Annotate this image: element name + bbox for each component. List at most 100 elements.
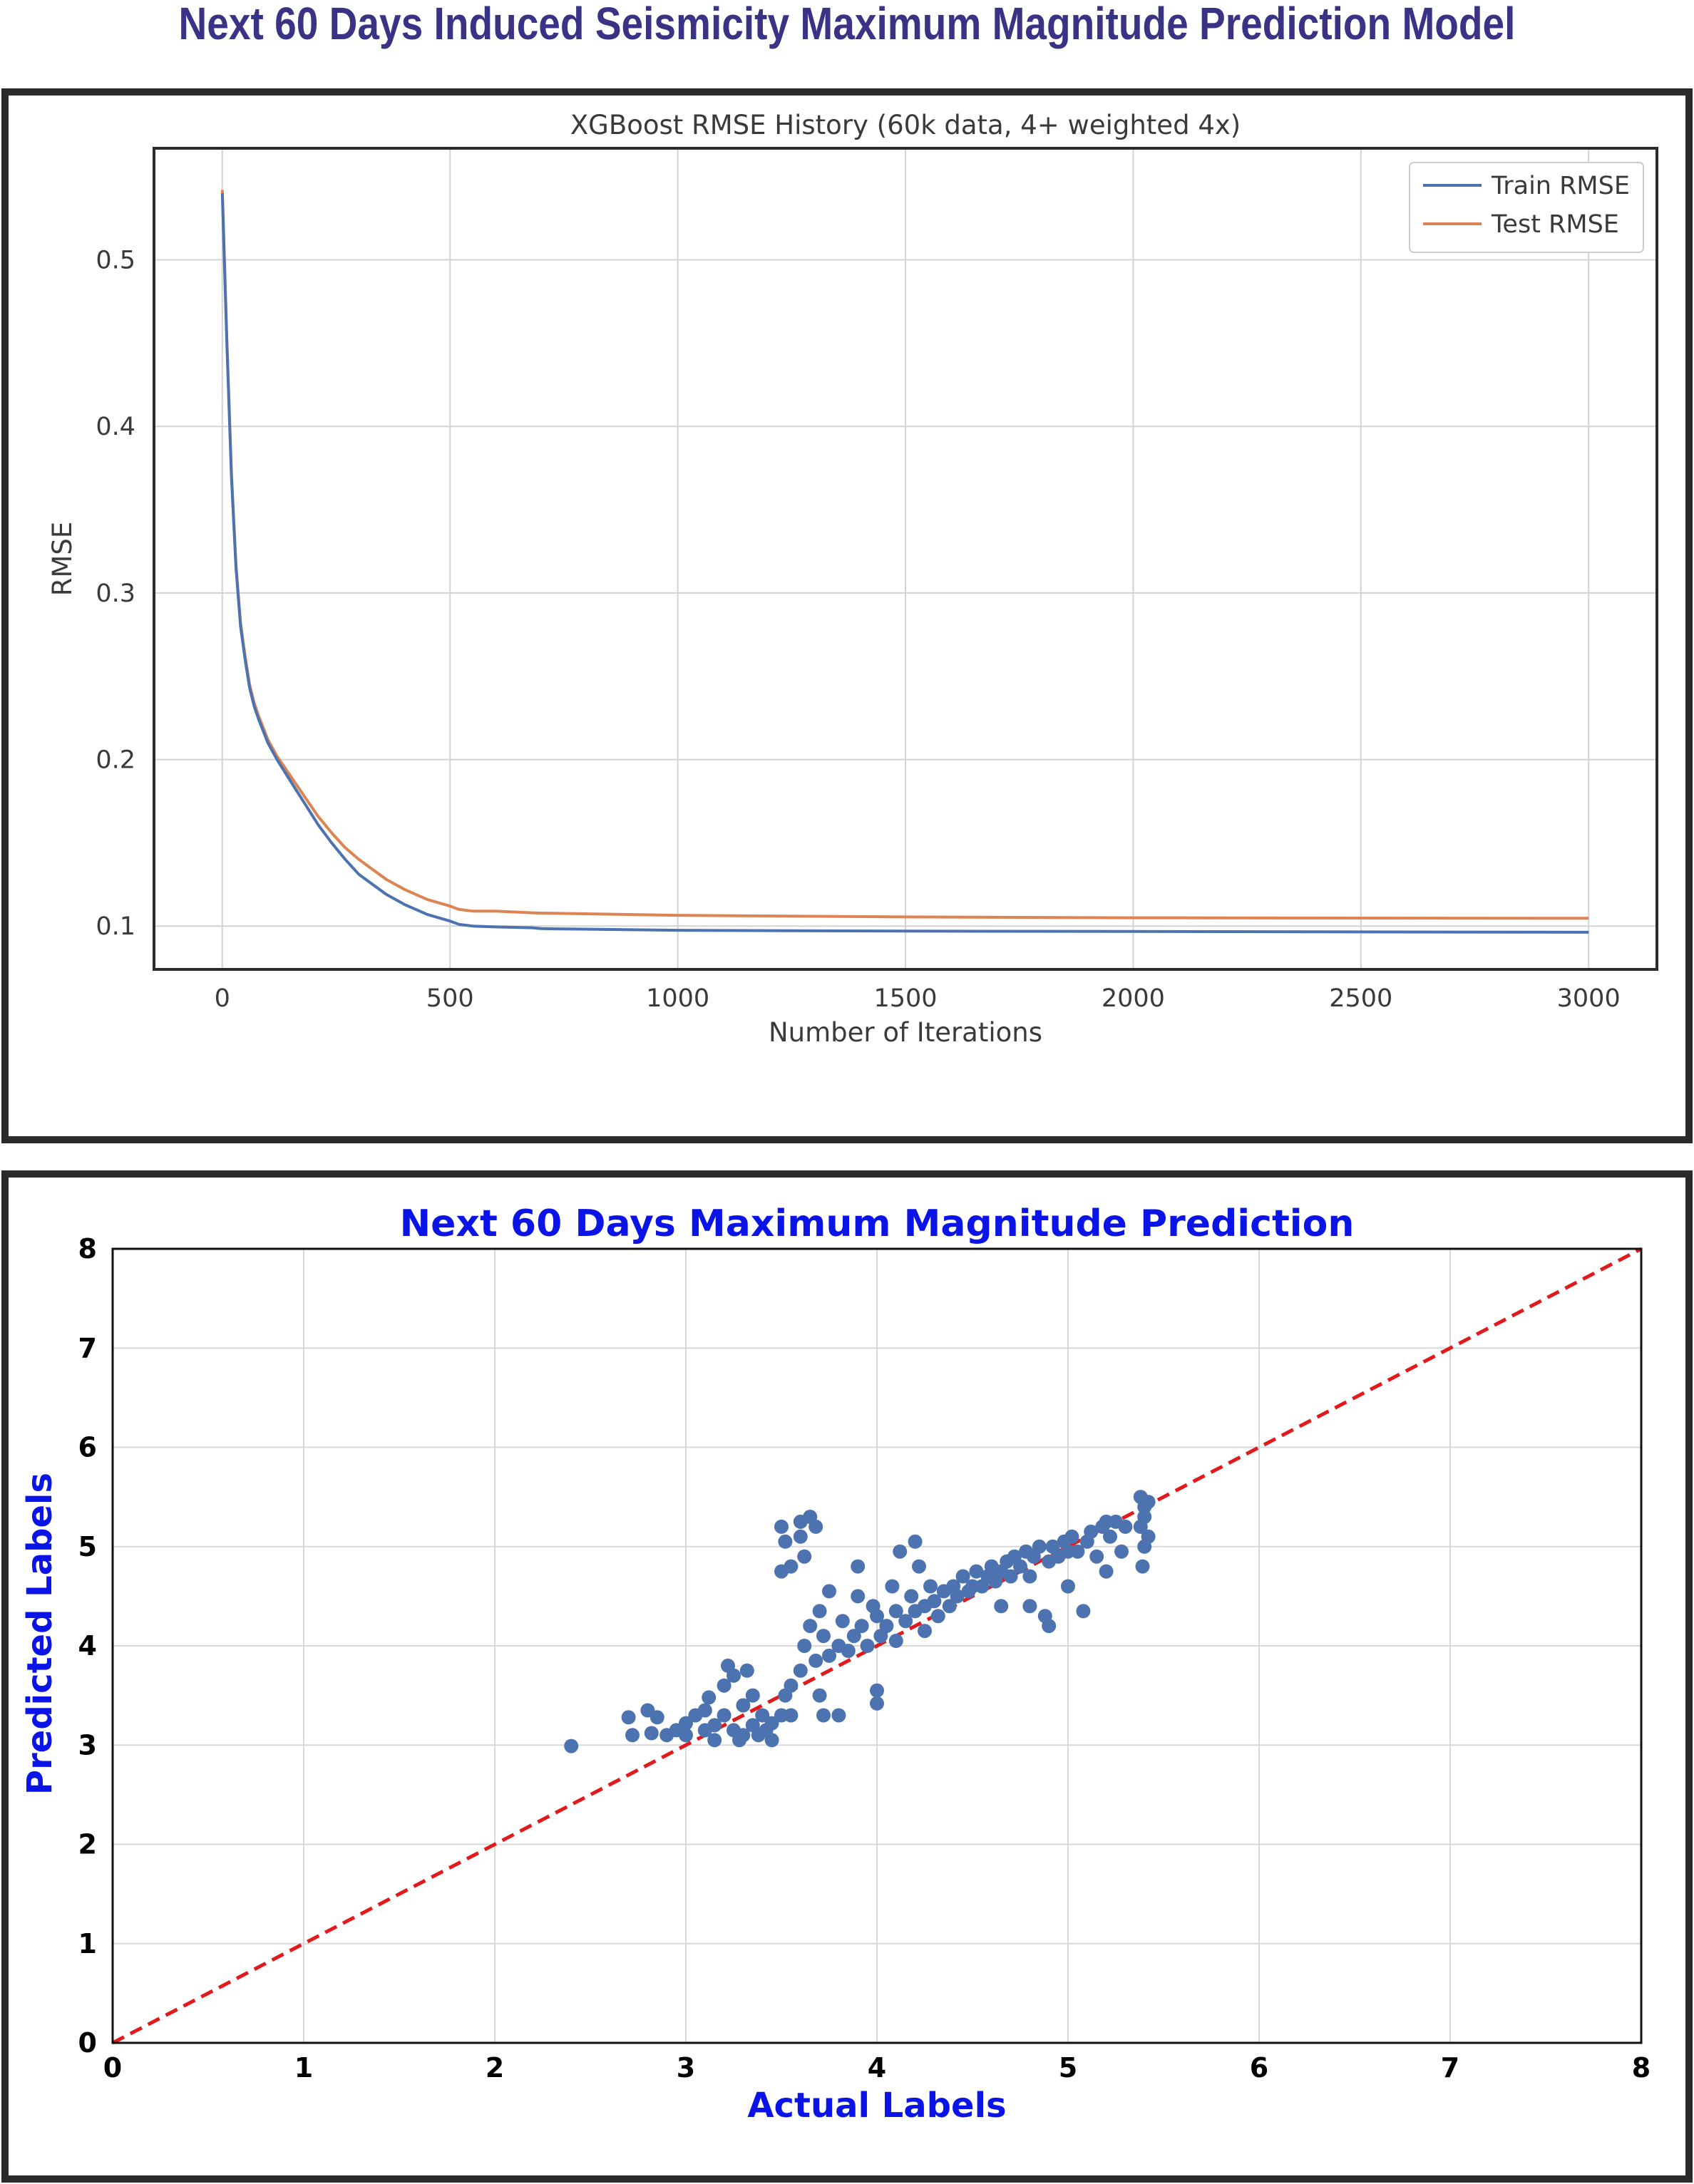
- scatter-point: [784, 1559, 799, 1574]
- rmse-y-tick-label: 0.2: [96, 746, 135, 775]
- scatter-chart-title: Next 60 Days Maximum Magnitude Predictio…: [400, 1202, 1355, 1245]
- scatter-y-tick-label: 2: [78, 1829, 97, 1860]
- rmse-x-tick-label: 1500: [873, 984, 937, 1013]
- scatter-point: [621, 1710, 636, 1725]
- scatter-point: [1022, 1569, 1037, 1584]
- scatter-point: [846, 1629, 861, 1644]
- scatter-plot-frame: [111, 1247, 1643, 2044]
- scatter-y-tick-label: 0: [78, 2027, 97, 2059]
- scatter-point: [851, 1559, 866, 1574]
- scatter-point: [831, 1708, 846, 1723]
- scatter-point: [1013, 1559, 1027, 1574]
- scatter-point: [870, 1683, 884, 1698]
- rmse-y-tick-label: 0.5: [96, 247, 135, 275]
- scatter-y-axis-label: Predicted Labels: [20, 1473, 60, 1795]
- scatter-x-tick-label: 3: [677, 2052, 695, 2083]
- scatter-point: [784, 1678, 799, 1693]
- scatter-point: [1137, 1510, 1152, 1524]
- scatter-point: [1118, 1519, 1133, 1534]
- scatter-y-tick-label: 6: [78, 1432, 97, 1463]
- scatter-point: [793, 1663, 808, 1678]
- scatter-point: [808, 1519, 823, 1534]
- scatter-point: [879, 1619, 894, 1634]
- scatter-x-tick-label: 0: [103, 2052, 122, 2083]
- scatter-point: [893, 1544, 908, 1559]
- scatter-point: [778, 1534, 793, 1549]
- rmse-history-chart: 0 500 1000 1500 2000 2500 30000.10.20.30.40.5 …: [47, 110, 1658, 1048]
- scatter-point: [707, 1733, 722, 1748]
- scatter-point: [707, 1718, 722, 1733]
- scatter-point: [870, 1609, 884, 1624]
- scatter-point: [908, 1534, 923, 1549]
- scatter-points: [564, 1490, 1156, 1753]
- identity-reference-line: [111, 1247, 1643, 2045]
- scatter-y-tick-label: 8: [78, 1233, 97, 1264]
- scatter-point: [764, 1733, 779, 1748]
- scatter-point: [564, 1739, 579, 1753]
- scatter-point: [774, 1519, 789, 1534]
- scatter-point: [912, 1559, 926, 1574]
- rmse-y-tick-label: 0.4: [96, 413, 135, 441]
- scatter-point: [888, 1634, 903, 1648]
- scatter-point: [923, 1579, 938, 1594]
- scatter-point: [1114, 1544, 1129, 1559]
- scatter-y-tick-label: 1: [78, 1928, 97, 1959]
- scatter-point: [812, 1604, 827, 1619]
- rmse-x-tick-label: 1000: [646, 984, 709, 1013]
- rmse-x-tick-label: 0: [215, 984, 230, 1013]
- scatter-point: [854, 1619, 869, 1634]
- scatter-x-tick-label: 1: [294, 2052, 313, 2083]
- legend-test-label: Test RMSE: [1491, 210, 1619, 239]
- scatter-point: [1103, 1529, 1117, 1544]
- scatter-point: [888, 1604, 903, 1619]
- scatter-y-tick-label: 7: [78, 1332, 97, 1364]
- scatter-point: [679, 1728, 693, 1743]
- rmse-y-axis-label: RMSE: [47, 522, 78, 597]
- scatter-point: [930, 1609, 945, 1624]
- scatter-point: [942, 1599, 957, 1614]
- scatter-x-tick-label: 6: [1250, 2052, 1268, 2083]
- scatter-x-tick-label: 7: [1441, 2052, 1459, 2083]
- scatter-point: [745, 1688, 760, 1703]
- page-title: Next 60 Days Induced Seismicity Maximum …: [178, 0, 1516, 49]
- scatter-point: [950, 1589, 965, 1604]
- rmse-history-panel: 0 500 1000 1500 2000 2500 3000 0.1 0.2 0.3 0.4 0.5 …: [1, 88, 1693, 1143]
- scatter-y-tick-label: 3: [78, 1729, 97, 1761]
- scatter-point: [851, 1589, 866, 1604]
- scatter-point: [994, 1599, 1009, 1614]
- scatter-x-tick-label: 2: [486, 2052, 504, 2083]
- scatter-point: [969, 1564, 984, 1579]
- rmse-plot-frame: [153, 147, 1658, 971]
- rmse-x-axis-label: Number of Iterations: [769, 1017, 1042, 1048]
- scatter-point: [904, 1589, 919, 1604]
- scatter-y-tick-label: 5: [78, 1531, 97, 1562]
- scatter-point: [1099, 1564, 1114, 1579]
- scatter-point: [1141, 1495, 1156, 1510]
- scatter-point: [1141, 1529, 1156, 1544]
- scatter-point: [816, 1708, 831, 1723]
- scatter-y-tick-label: 4: [78, 1630, 97, 1662]
- scatter-point: [1089, 1549, 1104, 1564]
- scatter-point: [1003, 1569, 1018, 1584]
- scatter-point: [739, 1663, 754, 1678]
- scatter-x-tick-label: 4: [868, 2052, 886, 2083]
- rmse-x-tick-label: 2500: [1329, 984, 1392, 1013]
- rmse-grid: [154, 148, 1657, 969]
- scatter-point: [822, 1648, 836, 1663]
- rmse-series: [220, 190, 1589, 934]
- scatter-point: [717, 1678, 732, 1693]
- scatter-ticks: 0 1 2 3 4 5 6 7 8 0 1 2 3 4 5 6 7 8: [78, 1233, 1651, 2083]
- scatter-x-tick-label: 8: [1632, 2052, 1651, 2083]
- scatter-point: [870, 1696, 884, 1711]
- scatter-point: [784, 1708, 799, 1723]
- scatter-point: [822, 1584, 836, 1599]
- scatter-point: [841, 1644, 856, 1658]
- scatter-point: [1061, 1579, 1075, 1594]
- scatter-point: [1084, 1524, 1099, 1539]
- scatter-point: [927, 1594, 942, 1609]
- scatter-point: [625, 1728, 640, 1743]
- scatter-point: [812, 1688, 827, 1703]
- prediction-scatter-chart: 0 1 2 3 4 5 6 7 8 0 1 2 3 4 5 6 7 8 Next 60 Days Maximum …: [20, 1202, 1651, 2126]
- rmse-x-tick-label: 3000: [1557, 984, 1621, 1013]
- scatter-point: [736, 1728, 751, 1743]
